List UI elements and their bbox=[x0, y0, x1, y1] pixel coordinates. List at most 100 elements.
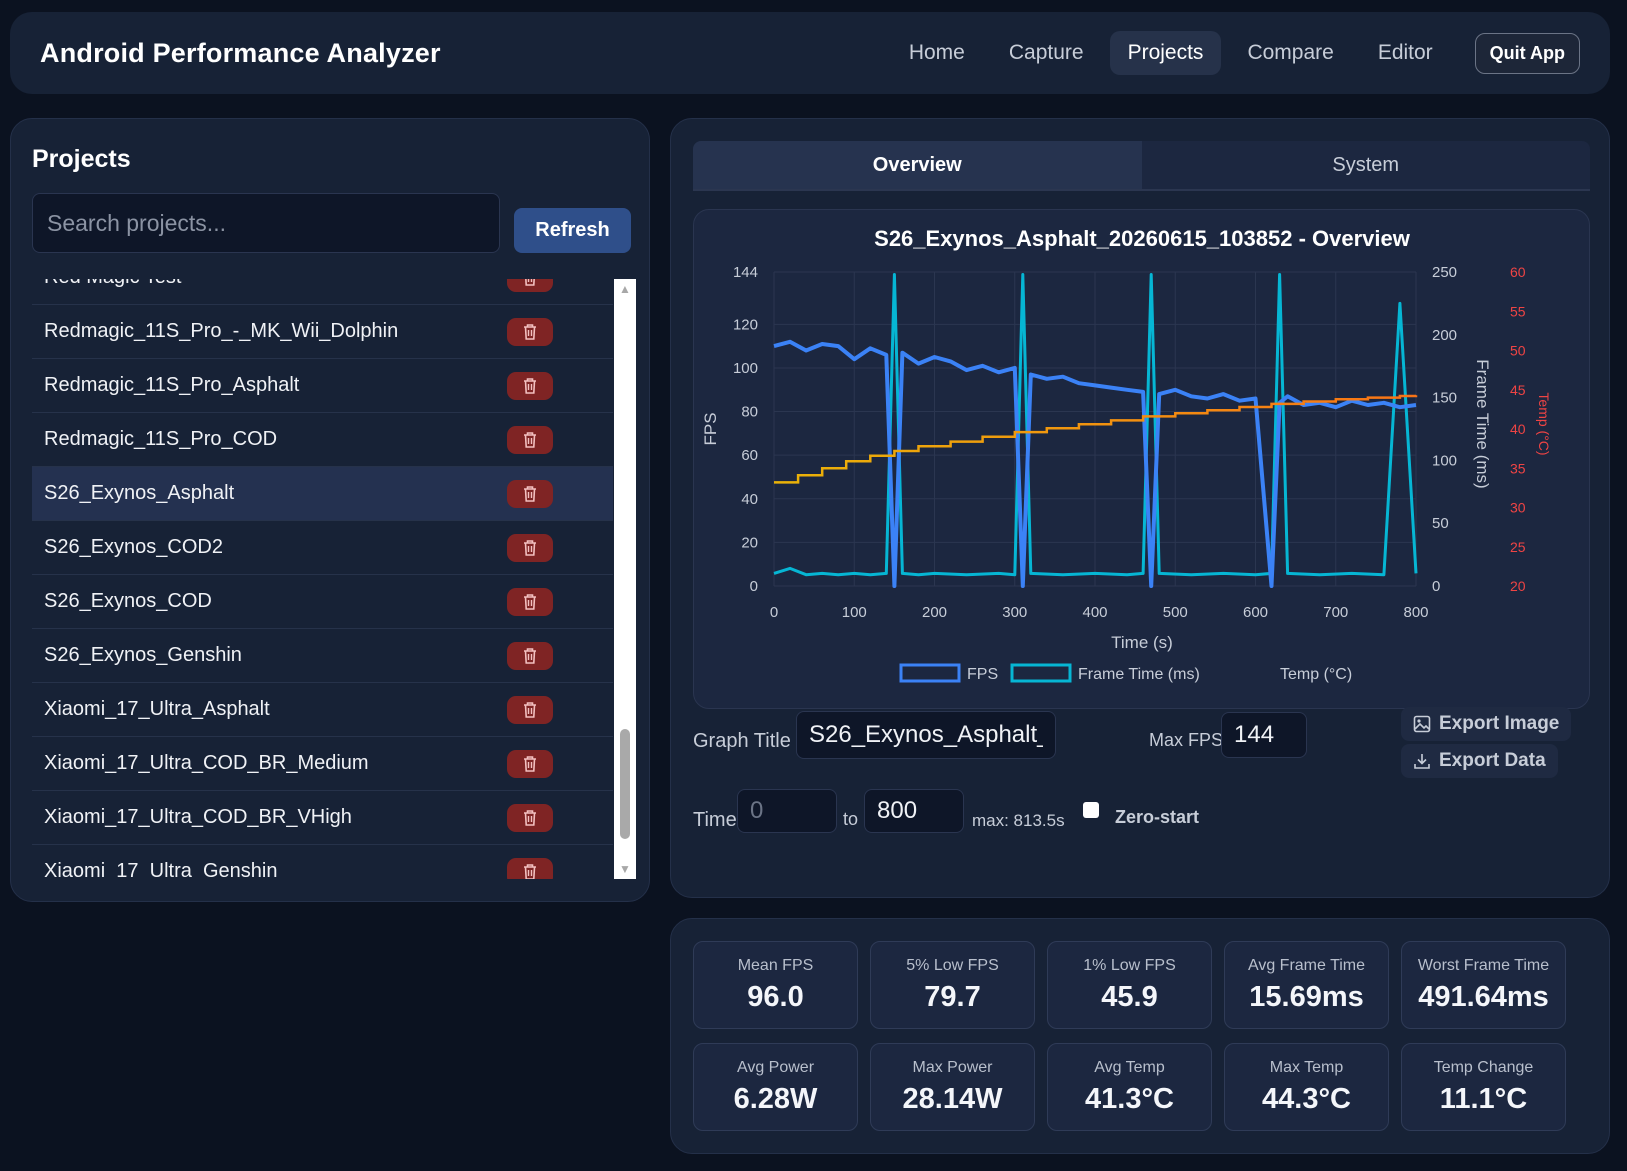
delete-project-button[interactable] bbox=[507, 480, 553, 508]
project-detail-panel: Overview System S26_Exynos_Asphalt_20260… bbox=[670, 118, 1610, 898]
export-data-button[interactable]: Export Data bbox=[1401, 744, 1558, 778]
projects-title: Projects bbox=[32, 145, 131, 173]
delete-project-button[interactable] bbox=[507, 696, 553, 724]
project-list-item[interactable]: Redmagic_11S_Pro_Asphalt bbox=[32, 359, 613, 413]
time-to-input[interactable] bbox=[864, 789, 964, 833]
legend-swatch bbox=[1212, 663, 1274, 683]
stat-card: Max Power 28.14W bbox=[870, 1043, 1035, 1131]
project-list-item[interactable]: S26_Exynos_Genshin bbox=[32, 629, 613, 683]
max-fps-input[interactable] bbox=[1221, 712, 1307, 758]
stat-value: 6.28W bbox=[733, 1082, 818, 1115]
scroll-down-arrow-icon[interactable]: ▼ bbox=[619, 862, 631, 876]
project-list-item[interactable]: Xiaomi_17_Ultra_COD_BR_VHigh bbox=[32, 791, 613, 845]
scroll-thumb[interactable] bbox=[620, 729, 630, 839]
time-from-input[interactable] bbox=[737, 789, 837, 833]
project-list-item[interactable]: S26_Exynos_COD2 bbox=[32, 521, 613, 575]
y-tick-label: 20 bbox=[741, 534, 758, 551]
trash-icon bbox=[524, 540, 536, 556]
x-tick-label: 100 bbox=[842, 604, 867, 621]
overview-chart-card: S26_Exynos_Asphalt_20260615_103852 - Ove… bbox=[693, 209, 1590, 709]
time-max-note: max: 813.5s bbox=[972, 811, 1065, 830]
y-axis-label: FPS bbox=[701, 412, 720, 445]
time-label: Time bbox=[693, 809, 737, 831]
stat-card: Worst Frame Time 491.64ms bbox=[1401, 941, 1566, 1029]
delete-project-button[interactable] bbox=[507, 642, 553, 670]
stat-card: Mean FPS 96.0 bbox=[693, 941, 858, 1029]
trash-icon bbox=[524, 594, 536, 610]
x-tick-label: 600 bbox=[1243, 604, 1268, 621]
stat-value: 28.14W bbox=[902, 1082, 1003, 1115]
delete-project-button[interactable] bbox=[507, 372, 553, 400]
project-list-item[interactable]: Xiaomi_17_Ultra_Genshin bbox=[32, 845, 613, 879]
stat-value: 41.3°C bbox=[1085, 1082, 1174, 1115]
project-list-item[interactable]: Redmagic_11S_Pro_-_MK_Wii_Dolphin bbox=[32, 305, 613, 359]
delete-project-button[interactable] bbox=[507, 279, 553, 292]
y2-tick-label: 150 bbox=[1432, 390, 1457, 407]
trash-icon bbox=[524, 648, 536, 664]
project-name: Xiaomi_17_Ultra_COD_BR_Medium bbox=[44, 752, 369, 774]
project-list-item[interactable]: Xiaomi_17_Ultra_Asphalt bbox=[32, 683, 613, 737]
nav-home[interactable]: Home bbox=[908, 41, 965, 64]
trash-icon bbox=[524, 756, 536, 772]
project-name: Redmagic_11S_Pro_Asphalt bbox=[44, 374, 300, 396]
trash-icon bbox=[524, 810, 536, 826]
project-name: S26_Exynos_COD2 bbox=[44, 536, 223, 558]
export-data-label: Export Data bbox=[1439, 750, 1546, 771]
y3-tick-label: 35 bbox=[1510, 460, 1526, 476]
x-axis-label: Time (s) bbox=[1111, 633, 1173, 652]
delete-project-button[interactable] bbox=[507, 858, 553, 879]
nav-capture[interactable]: Capture bbox=[1008, 41, 1084, 64]
trash-icon bbox=[524, 378, 536, 394]
delete-project-button[interactable] bbox=[507, 426, 553, 454]
graph-title-input[interactable] bbox=[796, 711, 1056, 759]
delete-project-button[interactable] bbox=[507, 318, 553, 346]
stat-card: 5% Low FPS 79.7 bbox=[870, 941, 1035, 1029]
legend-swatch bbox=[899, 663, 961, 683]
project-list-scrollbar[interactable]: ▲ ▼ bbox=[614, 279, 636, 879]
stats-panel: Mean FPS 96.0 5% Low FPS 79.7 1% Low FPS 45.9… bbox=[670, 918, 1610, 1154]
refresh-button[interactable]: Refresh bbox=[514, 208, 631, 253]
stat-value: 96.0 bbox=[747, 980, 804, 1013]
nav-editor[interactable]: Editor bbox=[1377, 41, 1433, 64]
series-frame-time-line bbox=[773, 273, 1418, 577]
delete-project-button[interactable] bbox=[507, 750, 553, 778]
quit-app-button[interactable]: Quit App bbox=[1474, 32, 1580, 74]
trash-icon bbox=[524, 432, 536, 448]
y-tick-label: 60 bbox=[741, 447, 758, 464]
search-projects-input[interactable] bbox=[32, 193, 500, 253]
tab-system[interactable]: System bbox=[1141, 141, 1590, 191]
scroll-up-arrow-icon[interactable]: ▲ bbox=[619, 282, 631, 296]
stat-card: Avg Temp 41.3°C bbox=[1047, 1043, 1212, 1131]
project-name: S26_Exynos_Genshin bbox=[44, 644, 242, 666]
stat-label: Avg Power bbox=[736, 1058, 815, 1076]
project-list-item[interactable]: S26_Exynos_COD bbox=[32, 575, 613, 629]
trash-icon bbox=[524, 702, 536, 718]
nav-projects[interactable]: Projects bbox=[1109, 31, 1222, 75]
project-name: S26_Exynos_Asphalt bbox=[44, 482, 235, 504]
delete-project-button[interactable] bbox=[507, 588, 553, 616]
project-name: S26_Exynos_COD bbox=[44, 590, 212, 612]
project-list-item[interactable]: Redmagic_11S_Pro_COD bbox=[32, 413, 613, 467]
projects-panel: Projects Refresh Red Magic Test Redmagic_… bbox=[10, 118, 650, 902]
stat-label: Max Temp bbox=[1269, 1058, 1344, 1076]
project-name: Xiaomi_17_Ultra_Genshin bbox=[44, 860, 278, 879]
x-tick-label: 400 bbox=[1082, 604, 1107, 621]
y-tick-label: 0 bbox=[750, 578, 758, 595]
x-tick-label: 800 bbox=[1403, 604, 1428, 621]
export-image-label: Export Image bbox=[1439, 713, 1560, 734]
delete-project-button[interactable] bbox=[507, 534, 553, 562]
stat-value: 45.9 bbox=[1101, 980, 1158, 1013]
project-list: Red Magic Test Redmagic_11S_Pro_-_MK_Wii_… bbox=[32, 279, 613, 879]
delete-project-button[interactable] bbox=[507, 804, 553, 832]
nav-compare[interactable]: Compare bbox=[1247, 41, 1334, 64]
stat-label: Mean FPS bbox=[737, 956, 814, 974]
project-list-item[interactable]: Red Magic Test bbox=[32, 279, 613, 305]
export-image-button[interactable]: Export Image bbox=[1401, 707, 1572, 741]
y3-tick-label: 25 bbox=[1510, 539, 1526, 555]
zero-start-checkbox[interactable] bbox=[1083, 802, 1099, 818]
y3-tick-label: 55 bbox=[1510, 303, 1526, 319]
project-list-item[interactable]: S26_Exynos_Asphalt bbox=[32, 467, 613, 521]
tab-overview[interactable]: Overview bbox=[693, 141, 1142, 191]
project-list-item[interactable]: Xiaomi_17_Ultra_COD_BR_Medium bbox=[32, 737, 613, 791]
y2-tick-label: 0 bbox=[1432, 578, 1440, 595]
